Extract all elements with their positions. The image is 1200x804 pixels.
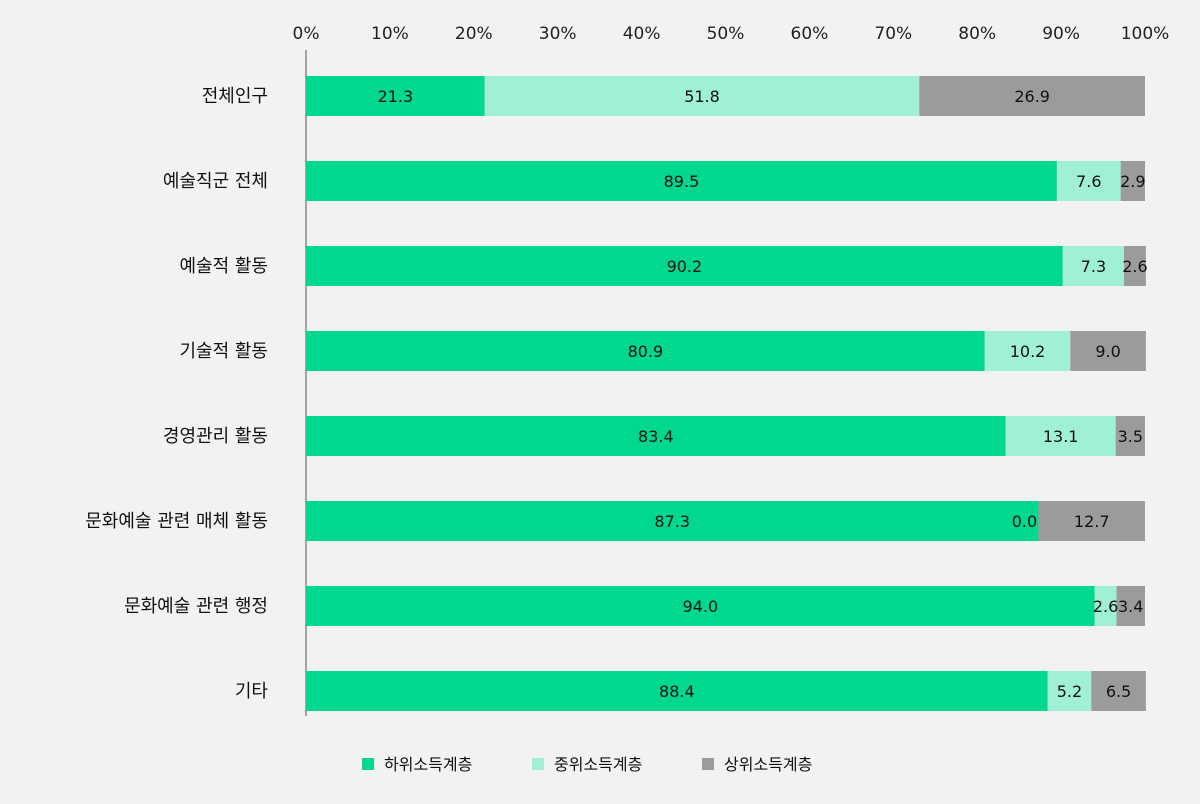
- bar-segment: [306, 501, 1039, 541]
- bar-segment: [1070, 331, 1146, 371]
- category-label: 경영관리 활동: [163, 426, 268, 447]
- bar-segment: [306, 76, 485, 116]
- category-label: 기타: [235, 681, 269, 702]
- data-label: 0.0: [1012, 512, 1037, 531]
- bar-segment: [919, 76, 1145, 116]
- data-label: 5.2: [1057, 682, 1082, 701]
- x-tick-label: 90%: [1042, 24, 1080, 44]
- bar-segment: [1062, 246, 1125, 286]
- x-tick-label: 50%: [707, 24, 745, 44]
- bar-segment: [306, 331, 985, 371]
- data-label: 89.5: [664, 172, 700, 191]
- bar-segment: [1124, 246, 1146, 286]
- category-label: 전체인구: [202, 86, 268, 107]
- data-label: 94.0: [683, 597, 719, 616]
- data-label: 90.2: [667, 257, 703, 276]
- data-label: 7.3: [1081, 257, 1106, 276]
- data-label: 2.6: [1122, 257, 1147, 276]
- data-label: 12.7: [1074, 512, 1110, 531]
- data-label: 3.5: [1118, 427, 1143, 446]
- data-label: 83.4: [638, 427, 674, 446]
- bar-segment: [1005, 416, 1116, 456]
- bar-segment: [306, 416, 1006, 456]
- data-label: 21.3: [378, 87, 414, 106]
- data-label: 6.5: [1106, 682, 1131, 701]
- data-label: 88.4: [659, 682, 695, 701]
- data-label: 80.9: [628, 342, 664, 361]
- x-tick-label: 20%: [455, 24, 493, 44]
- bar-segment: [1116, 586, 1145, 626]
- data-label: 87.3: [654, 512, 690, 531]
- data-label: 2.6: [1093, 597, 1118, 616]
- x-tick-label: 10%: [371, 24, 409, 44]
- bar-segment: [1115, 416, 1145, 456]
- data-label: 9.0: [1095, 342, 1120, 361]
- data-label: 13.1: [1043, 427, 1079, 446]
- bar-segment: [1038, 501, 1145, 541]
- legend-swatch: [362, 758, 374, 770]
- category-label: 문화예술 관련 매체 활동: [85, 511, 268, 532]
- bar-segment: [484, 76, 920, 116]
- x-tick-label: 60%: [791, 24, 829, 44]
- bar-segment: [306, 586, 1095, 626]
- x-tick-label: 100%: [1121, 24, 1170, 44]
- category-label: 기술적 활동: [179, 341, 268, 362]
- data-label: 7.6: [1076, 172, 1101, 191]
- bar-segment: [1091, 671, 1146, 711]
- data-label: 3.4: [1118, 597, 1143, 616]
- data-label: 2.9: [1120, 172, 1145, 191]
- data-label: 10.2: [1010, 342, 1046, 361]
- bar-segment: [1120, 161, 1145, 201]
- x-tick-label: 40%: [623, 24, 661, 44]
- category-label: 예술적 활동: [179, 256, 268, 277]
- data-label: 26.9: [1014, 87, 1050, 106]
- category-label: 문화예술 관련 행정: [124, 596, 268, 617]
- bar-segment: [306, 246, 1063, 286]
- x-tick-label: 0%: [293, 24, 320, 44]
- bar-segment: [1056, 161, 1121, 201]
- category-label: 예술직군 전체: [163, 171, 268, 192]
- legend-swatch: [702, 758, 714, 770]
- legend-swatch: [532, 758, 544, 770]
- x-tick-label: 70%: [874, 24, 912, 44]
- x-axis: 0% 10% 20% 30% 40% 50% 60% 70% 80% 90% 100%: [293, 24, 1170, 716]
- bar-segment: [306, 671, 1048, 711]
- data-label: 51.8: [684, 87, 720, 106]
- bar-segment: [1094, 586, 1117, 626]
- legend-label: 상위소득계층: [724, 755, 812, 774]
- bars: 21.3 51.8 26.9 89.5 7.6 2.9 90.2 7.3 2.6 80.9 10.2…: [306, 76, 1148, 711]
- bar-segment: [306, 161, 1057, 201]
- bar-segment: [984, 331, 1071, 371]
- x-tick-label: 30%: [539, 24, 577, 44]
- legend-label: 하위소득계층: [384, 755, 472, 774]
- legend-label: 중위소득계층: [554, 755, 642, 774]
- legend: 하위소득계층 중위소득계층 상위소득계층: [362, 755, 812, 774]
- x-tick-label: 80%: [958, 24, 996, 44]
- bar-segment: [1047, 671, 1092, 711]
